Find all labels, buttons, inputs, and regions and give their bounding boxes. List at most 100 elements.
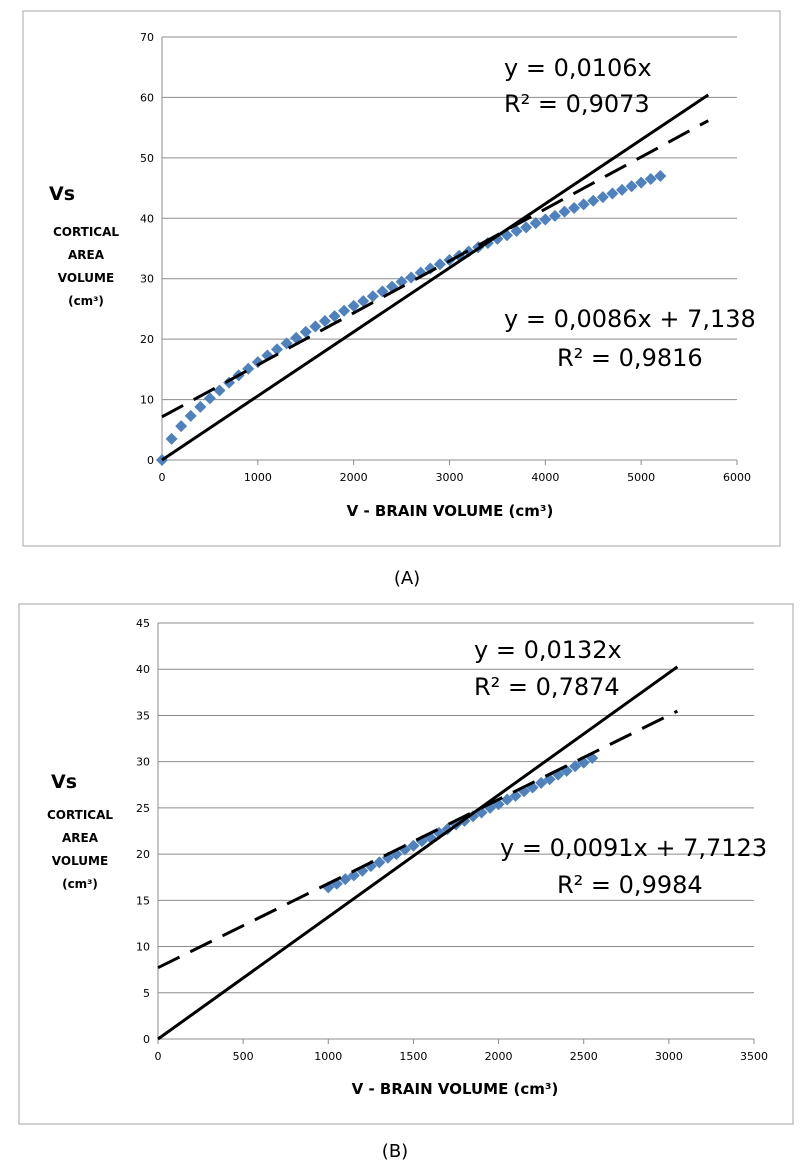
chart-b-data-point: [467, 810, 480, 823]
chart-b-ytick-label: 5: [143, 987, 150, 1000]
chart-a-data-point: [520, 221, 533, 234]
chart-b-xlabel: V - BRAIN VOLUME (cm³): [352, 1080, 559, 1098]
chart-a-data-point: [271, 343, 283, 356]
chart-a-xtick-label: 4000: [531, 471, 559, 484]
chart-a-ylabel-volume: VOLUME: [58, 271, 114, 285]
chart-a-ytick-label: 70: [140, 31, 154, 44]
chart-a-data-point: [405, 271, 418, 284]
chart-a-data-point: [309, 320, 322, 333]
chart-a-data-point: [625, 180, 638, 193]
chart-b-eq1-line2: R² = 0,7874: [474, 673, 620, 701]
chart-b-xtick-label: 1500: [399, 1050, 427, 1063]
chart-b-trendline-solid: [157, 665, 679, 1041]
chart-b-ylabel-unit: (cm³): [62, 877, 98, 891]
chart-b-xtick-label: 2000: [485, 1050, 513, 1063]
chart-a-xtick-label: 1000: [244, 471, 272, 484]
chart-a-xtick-label: 3000: [436, 471, 464, 484]
chart-a-ytick-label: 30: [140, 273, 154, 286]
chart-b-eq1-line1: y = 0,0132x: [474, 636, 622, 664]
chart-a-ytick-label: 40: [140, 212, 154, 225]
chart-a-xtick-label: 6000: [723, 471, 751, 484]
chart-b-ytick-label: 25: [136, 802, 150, 815]
chart-a-data-point: [251, 356, 264, 369]
chart-a-eq2-line2: R² = 0,9816: [557, 344, 703, 372]
chart-b-ylabel-area: AREA: [62, 831, 99, 845]
chart-a-data-point: [338, 304, 351, 317]
chart-a-ytick-label: 10: [140, 394, 154, 407]
chart-a-plot: 0 10 20 30 40 50 60 70 0 1000 2000 3000 4000 5000 6000: [140, 31, 751, 484]
chart-a-data-point: [606, 187, 619, 200]
chart-a-data-point: [165, 432, 178, 445]
chart-b-ytick-label: 10: [136, 941, 150, 954]
chart-b-plot: 0 5 10 15 20 25 30 35 40 45 0 500 1000 1500 2000 2500 30…: [136, 617, 768, 1063]
chart-b-data-point: [569, 760, 582, 773]
chart-a-data-point: [596, 191, 609, 204]
chart-a-data-point: [654, 169, 667, 182]
chart-a-data-point: [635, 176, 648, 189]
chart-a-xtick-label: 2000: [340, 471, 368, 484]
chart-b-caption: (B): [382, 1141, 408, 1162]
chart-a-trendline-dashed: [161, 119, 709, 419]
chart-b-data-point: [501, 793, 514, 806]
chart-b-ytick-label: 30: [136, 756, 150, 769]
chart-a-data-point: [568, 202, 581, 215]
chart-a-data-point: [548, 209, 561, 222]
chart-a-data-point: [299, 325, 312, 338]
chart-a-ytick-label: 60: [140, 91, 154, 104]
chart-a-data-point: [184, 409, 197, 422]
chart-a-data-point: [616, 183, 628, 196]
chart-b-ytick-label: 0: [143, 1033, 150, 1046]
chart-b-ytick-label: 35: [136, 709, 150, 722]
chart-a-data-point: [395, 275, 408, 288]
chart-a-data-point: [213, 384, 226, 397]
chart-a-ylabel-area: AREA: [68, 248, 105, 262]
chart-b-xtick-label: 0: [155, 1050, 162, 1063]
chart-b-ytick-label: 20: [136, 848, 150, 861]
chart-b-xtick-label: 1000: [314, 1050, 342, 1063]
chart-a-data-point: [357, 295, 370, 308]
chart-b-eq2-line1: y = 0,0091x + 7,7123: [500, 834, 767, 862]
chart-a-data-point: [529, 217, 542, 230]
chart-b-ytick-label: 45: [136, 617, 150, 630]
chart-a-data-point: [587, 194, 600, 207]
chart-a-ylabel-cortical: CORTICAL: [53, 225, 119, 239]
chart-b-eq2-line2: R² = 0,9984: [557, 871, 703, 899]
chart-a-data-point: [558, 205, 571, 218]
chart-b-ylabel-vs: Vs: [51, 771, 77, 793]
chart-b-ylabel-volume: VOLUME: [52, 854, 108, 868]
chart-a-eq1-line1: y = 0,0106x: [504, 54, 652, 82]
chart-b-data-point: [407, 839, 420, 852]
chart-a-ytick-label: 50: [140, 152, 154, 165]
chart-b-frame: [18, 603, 794, 1125]
chart-a-data-point: [194, 400, 207, 413]
chart-a-xtick-label: 5000: [627, 471, 655, 484]
chart-a-xtick-label: 0: [159, 471, 166, 484]
chart-a-data-point: [318, 315, 331, 328]
chart-a-ylabel-vs: Vs: [49, 183, 75, 205]
chart-a-ylabel-unit: (cm³): [68, 294, 104, 308]
chart-a-data-point: [510, 224, 523, 237]
chart-a-data-point: [577, 198, 590, 211]
chart-a-data-point: [203, 392, 216, 405]
chart-a-data-point: [175, 420, 188, 433]
chart-b-xtick-label: 2500: [570, 1050, 598, 1063]
chart-a-frame: [22, 10, 781, 547]
chart-a-trendline-solid: [161, 93, 710, 462]
chart-a-xlabel: V - BRAIN VOLUME (cm³): [347, 502, 554, 520]
chart-a-data-point: [347, 299, 360, 312]
chart-b-ytick-label: 40: [136, 663, 150, 676]
chart-a-eq2-line1: y = 0,0086x + 7,138: [504, 305, 756, 333]
chart-b-xtick-label: 3000: [655, 1050, 683, 1063]
chart-a-data-point: [328, 310, 341, 323]
chart-b-data-point: [339, 873, 352, 886]
chart-b-xtick-label: 3500: [740, 1050, 768, 1063]
chart-a-data-point: [366, 290, 379, 303]
chart-b-xtick-label: 500: [233, 1050, 254, 1063]
chart-a-eq1-line2: R² = 0,9073: [504, 90, 650, 118]
chart-a-data-point: [539, 213, 552, 226]
chart-b-data-point: [535, 776, 548, 789]
chart-a-ytick-label: 20: [140, 333, 154, 346]
chart-b-data-point: [347, 869, 360, 882]
chart-b-trendline-dashed: [157, 709, 679, 970]
